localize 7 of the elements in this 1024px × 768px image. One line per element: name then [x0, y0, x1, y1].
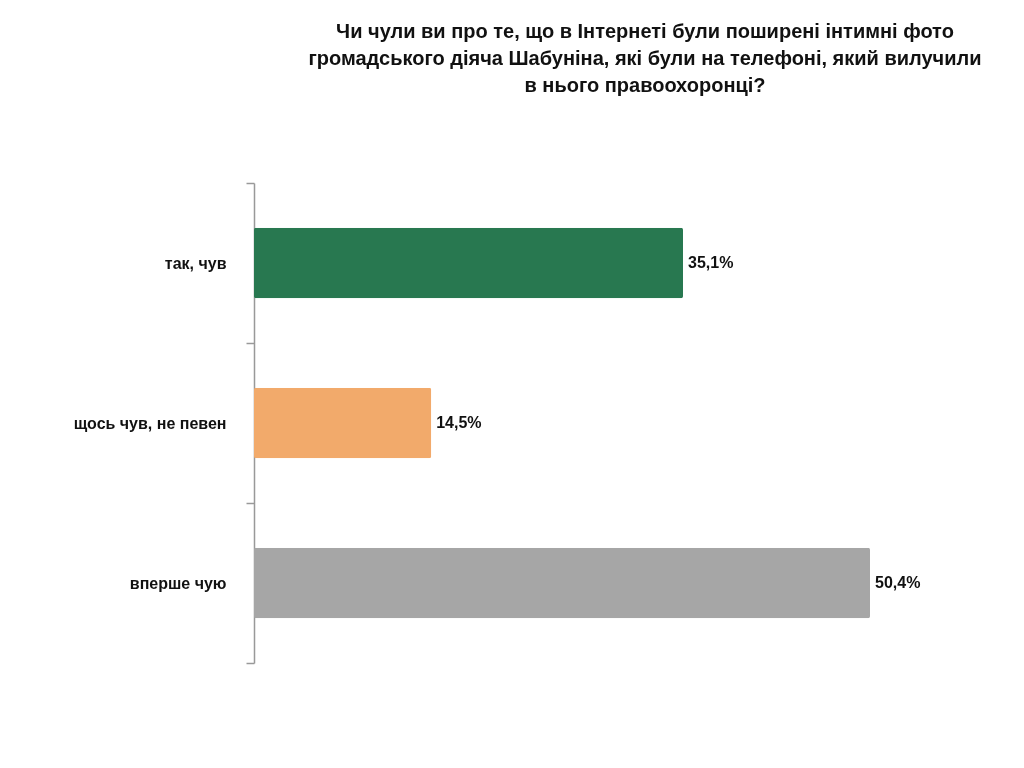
chart-title: Чи чули ви про те, що в Інтернеті були поширені інтимні фото громадського діяча Шабуніна, які були на телефоні, який вилучили в нього правоохоронці?: [307, 19, 983, 98]
y-tick-label: щось чув, не певен: [73, 414, 227, 432]
data-label: 35,1%: [688, 254, 734, 271]
data-label: 50,4%: [875, 574, 921, 591]
data-label: 14,5%: [436, 414, 482, 431]
y-tick-label: вперше чую: [129, 574, 227, 592]
y-tick-label: так, чув: [164, 254, 227, 272]
